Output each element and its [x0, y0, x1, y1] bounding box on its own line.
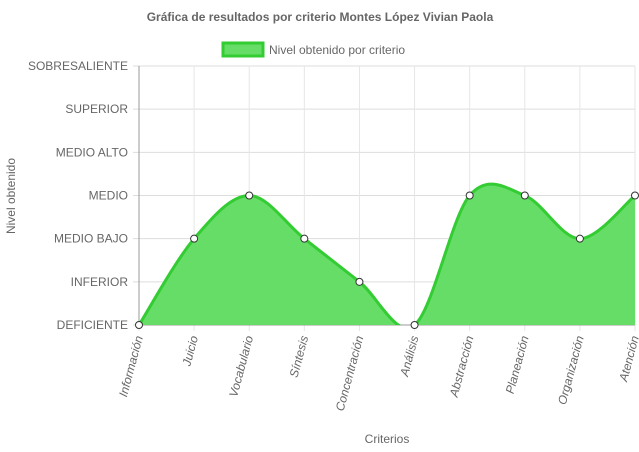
y-tick-label: INFERIOR: [71, 275, 129, 289]
y-tick-label: SOBRESALIENTE: [28, 59, 128, 73]
data-point[interactable]: [190, 234, 199, 243]
data-point[interactable]: [631, 191, 639, 200]
series-line: [139, 182, 636, 325]
data-point[interactable]: [465, 191, 474, 200]
x-tick-label: Síntesis: [287, 334, 312, 379]
x-axis-ticks: Información Juicio Vocabulario Síntesis Conc…: [116, 334, 639, 413]
x-axis-title: Criterios: [365, 432, 410, 446]
y-tick-label: MEDIO ALTO: [56, 145, 128, 159]
x-tick-label: Organización: [555, 334, 587, 406]
y-tick-label: MEDIO: [89, 189, 128, 203]
y-tick-label: SUPERIOR: [65, 102, 128, 116]
legend-swatch[interactable]: [221, 41, 265, 58]
x-tick-label: Atención: [616, 334, 639, 384]
x-tick-label: Análisis: [397, 334, 421, 379]
data-point[interactable]: [355, 277, 364, 286]
x-tick-label: Planeación: [503, 334, 532, 395]
y-tick-label: DEFICIENTE: [57, 318, 128, 332]
data-point[interactable]: [410, 321, 419, 329]
y-tick-label: MEDIO BAJO: [54, 232, 128, 246]
legend[interactable]: Nivel obtenido por criterio: [221, 41, 405, 58]
x-tick-label: Vocabulario: [226, 334, 256, 399]
data-point[interactable]: [245, 191, 254, 200]
x-tick-label: Concentración: [333, 334, 367, 413]
x-tick-label: Información: [116, 334, 146, 398]
data-area: [139, 182, 636, 325]
x-tick-label: Juicio: [179, 334, 201, 369]
y-axis-ticks: DEFICIENTE INFERIOR MEDIO BAJO MEDIO MEDIO A…: [28, 59, 128, 332]
data-points: [135, 191, 639, 329]
data-point[interactable]: [575, 234, 584, 243]
data-point[interactable]: [300, 234, 309, 243]
legend-label[interactable]: Nivel obtenido por criterio: [269, 43, 405, 57]
x-tick-label: Abstracción: [447, 334, 477, 399]
series-area: [139, 184, 635, 325]
data-point[interactable]: [135, 321, 143, 329]
chart-title: Gráfica de resultados por criterio Monte…: [147, 10, 494, 24]
y-axis-title: Nivel obtenido: [4, 158, 18, 234]
data-point[interactable]: [520, 191, 529, 200]
